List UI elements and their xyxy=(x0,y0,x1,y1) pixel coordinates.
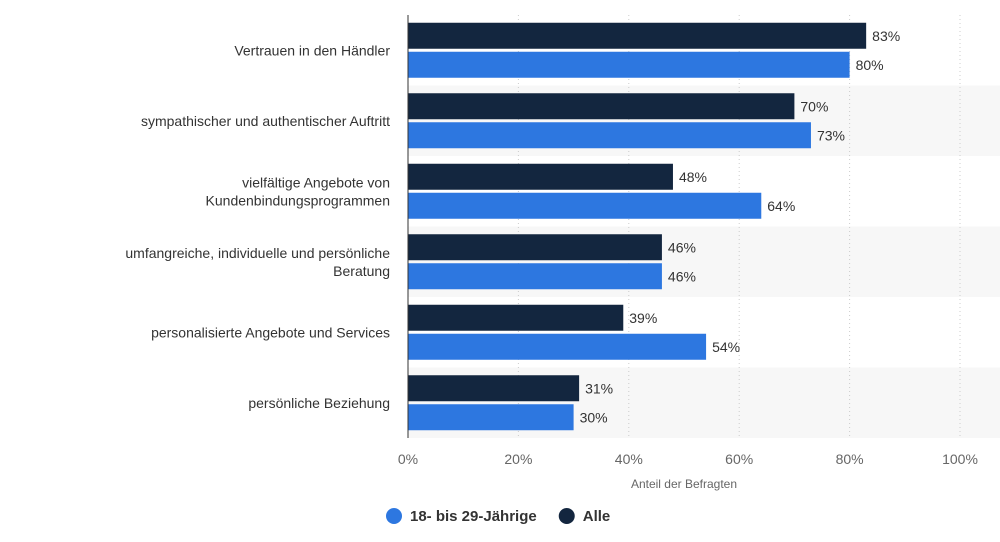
data-label: 80% xyxy=(856,57,884,73)
legend-label: 18- bis 29-Jährige xyxy=(410,508,537,525)
bar[interactable] xyxy=(408,234,662,261)
bar[interactable] xyxy=(408,93,795,120)
legend-marker xyxy=(386,508,402,524)
x-tick-label: 0% xyxy=(398,451,418,467)
bar[interactable] xyxy=(408,375,580,402)
data-label: 31% xyxy=(585,380,613,396)
category-label: umfangreiche, individuelle und persönlic… xyxy=(125,245,390,279)
data-label: 46% xyxy=(668,239,696,255)
data-label: 46% xyxy=(668,268,696,284)
data-label: 54% xyxy=(712,339,740,355)
data-label: 70% xyxy=(800,98,828,114)
data-label: 48% xyxy=(679,169,707,185)
x-tick-label: 60% xyxy=(725,451,753,467)
data-label: 73% xyxy=(817,127,845,143)
x-tick-labels: 0% 20% 40% 60% 80% 100% xyxy=(398,451,978,467)
category-labels: Vertrauen in den Händler sympathischer un… xyxy=(125,42,390,411)
bars xyxy=(408,22,867,431)
data-label: 83% xyxy=(872,28,900,44)
x-tick-label: 100% xyxy=(942,451,978,467)
bar[interactable] xyxy=(408,404,574,431)
data-label: 39% xyxy=(629,310,657,326)
data-label: 30% xyxy=(580,409,608,425)
x-tick-label: 40% xyxy=(615,451,643,467)
data-label: 64% xyxy=(767,198,795,214)
legend-item[interactable]: Alle xyxy=(558,508,611,525)
legend-marker xyxy=(558,508,575,524)
bar[interactable] xyxy=(408,263,662,290)
value-labels: 83% 80% 70% 73% 48% 64% 46% 46% 39% 54% 31% 30% xyxy=(580,28,901,426)
x-tick-label: 80% xyxy=(836,451,864,467)
bar[interactable] xyxy=(408,192,762,219)
bar[interactable] xyxy=(408,163,673,190)
legend-label: Alle xyxy=(583,508,611,525)
x-axis-title: Anteil der Befragten xyxy=(631,477,737,491)
category-label: personalisierte Angebote und Services xyxy=(151,324,390,340)
x-tick-label: 20% xyxy=(504,451,532,467)
bar[interactable] xyxy=(408,22,867,49)
bar[interactable] xyxy=(408,304,624,331)
bar[interactable] xyxy=(408,333,707,360)
category-label: vielfältige Angebote von Kundenbindungspr… xyxy=(206,174,390,208)
category-label: sympathischer und authentischer Auftritt xyxy=(141,113,390,129)
category-label: persönliche Beziehung xyxy=(248,395,390,411)
legend-item[interactable]: 18- bis 29-Jährige xyxy=(386,508,537,525)
category-label: Vertrauen in den Händler xyxy=(234,42,390,58)
bar[interactable] xyxy=(408,122,811,149)
bar[interactable] xyxy=(408,51,850,78)
grid-lines xyxy=(517,15,961,438)
legend[interactable]: 18- bis 29-Jährige Alle xyxy=(386,508,610,525)
